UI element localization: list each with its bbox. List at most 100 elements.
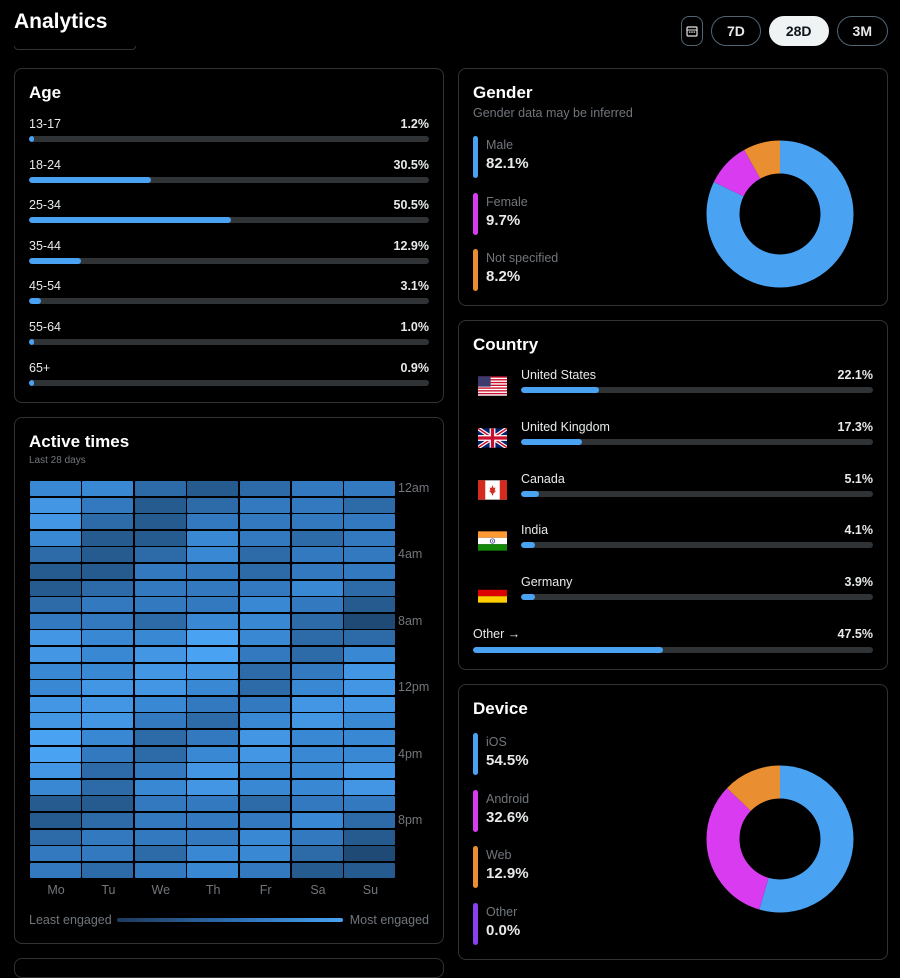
heatmap-cell	[292, 497, 343, 513]
heatmap-cell	[82, 862, 134, 878]
heatmap-cell	[292, 663, 343, 679]
heatmap-cell	[134, 497, 186, 513]
heatmap-cell	[82, 713, 134, 729]
heatmap-cell	[239, 796, 291, 812]
gender-subtitle: Gender data may be inferred	[473, 106, 633, 120]
us-flag	[478, 376, 507, 396]
heatmap-cell	[187, 647, 239, 663]
heatmap-cell	[239, 862, 291, 878]
heatmap-cell	[82, 613, 134, 629]
heatmap-cell	[187, 713, 239, 729]
heatmap-cell	[344, 862, 396, 878]
heatmap-cell	[344, 779, 396, 795]
heatmap-cell	[82, 779, 134, 795]
heatmap-cell	[30, 680, 81, 696]
heatmap-day-label: Su	[362, 883, 379, 897]
heatmap-cell	[82, 547, 134, 563]
age-fill	[29, 176, 151, 183]
country-fill	[521, 387, 599, 393]
heatmap-day-label: Sa	[310, 883, 326, 897]
device-title: Device	[473, 699, 528, 718]
country-name: Canada	[521, 471, 565, 486]
device-color-bar	[473, 846, 478, 888]
age-label: 25-34	[29, 198, 61, 213]
heatmap-cell	[292, 746, 343, 762]
heatmap-cell	[344, 630, 396, 646]
heatmap-cell	[30, 647, 81, 663]
heatmap-cell	[82, 630, 134, 646]
heatmap-cell	[239, 779, 291, 795]
device-legend-item: iOS 54.5%	[473, 733, 529, 775]
heatmap-cell	[292, 846, 343, 862]
heatmap-cell	[292, 580, 343, 596]
heatmap-cell	[239, 813, 291, 829]
heatmap-cell	[30, 730, 81, 746]
heatmap-cell	[30, 630, 81, 646]
gender-slice-not-specified	[706, 140, 854, 288]
age-value: 0.9%	[400, 360, 430, 375]
heatmap-cell	[30, 663, 81, 679]
heatmap-cell	[30, 530, 81, 546]
heatmap-day-label: Mo	[47, 883, 65, 897]
age-value: 1.2%	[400, 117, 430, 131]
india-flag	[478, 531, 507, 552]
heatmap-cell	[82, 696, 134, 712]
heatmap-cell	[239, 530, 291, 546]
most-engaged-label: Most engaged	[349, 913, 429, 927]
heatmap-cell	[30, 497, 81, 513]
gender-title: Gender	[473, 83, 533, 102]
age-row: 55-64 1.0%	[29, 320, 429, 361]
range-28d-button[interactable]: 28D	[768, 16, 829, 46]
heatmap-day-label: Th	[205, 883, 221, 897]
heatmap-cell	[134, 514, 186, 530]
heatmap-cell	[134, 796, 186, 812]
heatmap-day-label: Fr	[259, 883, 272, 897]
heatmap-cell	[30, 564, 81, 580]
calendar-button[interactable]	[680, 16, 703, 46]
heatmap-cell	[239, 481, 291, 497]
device-legend-item: Other 0.0%	[473, 902, 520, 945]
country-name: United Kingdom	[521, 419, 610, 434]
least-engaged-label: Least engaged	[29, 913, 112, 927]
next-card-top	[14, 958, 444, 978]
heatmap-cell	[187, 580, 239, 596]
heatmap-cell	[292, 680, 343, 696]
engagement-scale	[117, 918, 343, 922]
heatmap-cell	[187, 530, 239, 546]
country-name: Germany	[521, 575, 573, 590]
heatmap-cell	[134, 647, 186, 663]
gender-legend-label: Female	[486, 194, 528, 209]
heatmap-cell	[344, 696, 396, 712]
range-3m-button[interactable]: 3M	[836, 16, 888, 46]
heatmap-cell	[30, 763, 81, 779]
device-slice-web	[706, 765, 854, 913]
heatmap-cell	[292, 597, 343, 613]
heatmap-cell	[134, 564, 186, 580]
heatmap-cell	[344, 547, 396, 563]
heatmap-day-label: We	[151, 883, 171, 897]
device-donut-chart	[706, 765, 854, 913]
country-other-value: 47.5%	[837, 627, 873, 641]
calendar-icon	[686, 26, 698, 37]
heatmap-cell	[82, 680, 134, 696]
heatmap-cell	[134, 580, 186, 596]
country-row: India 4.1%	[473, 523, 873, 575]
heatmap-cell	[292, 779, 343, 795]
heatmap-cell	[30, 713, 81, 729]
heatmap-cell	[344, 680, 396, 696]
heatmap-cell	[187, 564, 239, 580]
heatmap-cell	[292, 647, 343, 663]
age-track	[29, 298, 429, 305]
heatmap-cell	[30, 597, 81, 613]
heatmap-cell	[239, 497, 291, 513]
device-color-bar	[473, 789, 478, 832]
device-legend-label: Other	[486, 904, 518, 919]
heatmap-cell	[239, 680, 291, 696]
heatmap-cell	[187, 796, 239, 812]
heatmap-cell	[292, 763, 343, 779]
country-other-label[interactable]: Other →	[473, 627, 521, 641]
country-other-row[interactable]: Other → 47.5%	[473, 627, 873, 657]
range-7d-button[interactable]: 7D	[710, 16, 761, 46]
germany-flag	[478, 583, 507, 603]
heatmap-cell	[344, 730, 396, 746]
